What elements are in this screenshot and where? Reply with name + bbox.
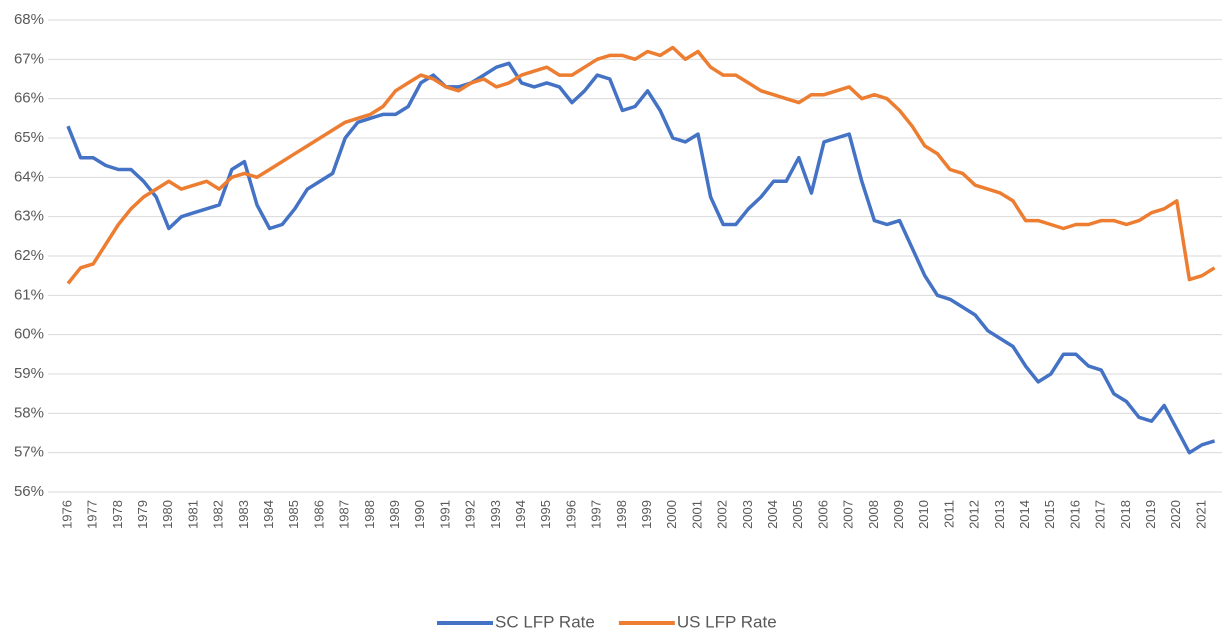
x-tick-label: 1978 — [110, 500, 125, 529]
x-tick-label: 1998 — [614, 500, 629, 529]
x-tick-label: 2016 — [1067, 500, 1082, 529]
x-tick-label: 2012 — [967, 500, 982, 529]
line-series — [66, 45, 1216, 285]
legend-label: US LFP Rate — [677, 612, 777, 631]
x-tick-label: 2002 — [715, 500, 730, 529]
x-tick-label: 2017 — [1093, 500, 1108, 529]
x-tick-label: 1999 — [639, 500, 654, 529]
x-tick-label: 1996 — [563, 500, 578, 529]
x-tick-label: 1990 — [412, 500, 427, 529]
y-tick-label: 66% — [14, 90, 44, 107]
x-tick-label: 1995 — [538, 500, 553, 529]
y-tick-label: 64% — [14, 168, 44, 185]
x-tick-label: 2004 — [765, 500, 780, 529]
legend-label: SC LFP Rate — [495, 612, 595, 631]
x-tick-label: 1985 — [286, 500, 301, 529]
x-tick-label: 1987 — [337, 500, 352, 529]
x-tick-label: 2010 — [916, 500, 931, 529]
x-tick-label: 1984 — [261, 500, 276, 529]
x-tick-label: 1992 — [463, 500, 478, 529]
x-tick-label: 2007 — [841, 500, 856, 529]
x-tick-label: 1988 — [362, 500, 377, 529]
x-tick-label: 2011 — [941, 500, 956, 528]
x-tick-label: 2009 — [891, 500, 906, 529]
x-tick-label: 2000 — [664, 500, 679, 529]
x-tick-label: 2015 — [1042, 500, 1057, 529]
y-tick-label: 63% — [14, 208, 44, 225]
x-tick-label: 2018 — [1118, 500, 1133, 529]
x-tick-label: 2001 — [689, 500, 704, 529]
x-tick-label: 1981 — [185, 500, 200, 529]
x-tick-label: 2005 — [790, 500, 805, 529]
y-tick-label: 57% — [14, 444, 44, 461]
y-tick-label: 65% — [14, 129, 44, 146]
x-tick-label: 2006 — [815, 500, 830, 529]
x-tick-label: 2020 — [1168, 500, 1183, 529]
x-tick-label: 2008 — [866, 500, 881, 529]
x-tick-label: 2013 — [992, 500, 1007, 529]
x-tick-label: 2019 — [1143, 500, 1158, 529]
y-tick-label: 61% — [14, 286, 44, 303]
y-tick-label: 67% — [14, 50, 44, 67]
y-tick-label: 60% — [14, 326, 44, 343]
x-tick-label: 1989 — [387, 500, 402, 529]
y-tick-label: 62% — [14, 247, 44, 264]
x-tick-label: 1993 — [488, 500, 503, 529]
x-tick-label: 2014 — [1017, 500, 1032, 529]
x-tick-label: 1986 — [311, 500, 326, 529]
y-tick-label: 68% — [14, 11, 44, 28]
x-tick-label: 2021 — [1193, 500, 1208, 529]
y-tick-label: 59% — [14, 365, 44, 382]
x-tick-label: 1982 — [211, 500, 226, 529]
y-tick-label: 56% — [14, 483, 44, 500]
x-tick-label: 1991 — [437, 500, 452, 529]
x-tick-label: 1976 — [59, 500, 74, 529]
x-tick-label: 1979 — [135, 500, 150, 529]
x-tick-label: 1997 — [589, 500, 604, 529]
x-tick-label: 1994 — [513, 500, 528, 529]
x-tick-label: 1977 — [85, 500, 100, 529]
x-tick-label: 2003 — [740, 500, 755, 529]
y-tick-label: 58% — [14, 404, 44, 421]
line-series — [66, 61, 1216, 455]
x-tick-label: 1980 — [160, 500, 175, 529]
x-tick-label: 1983 — [236, 500, 251, 529]
